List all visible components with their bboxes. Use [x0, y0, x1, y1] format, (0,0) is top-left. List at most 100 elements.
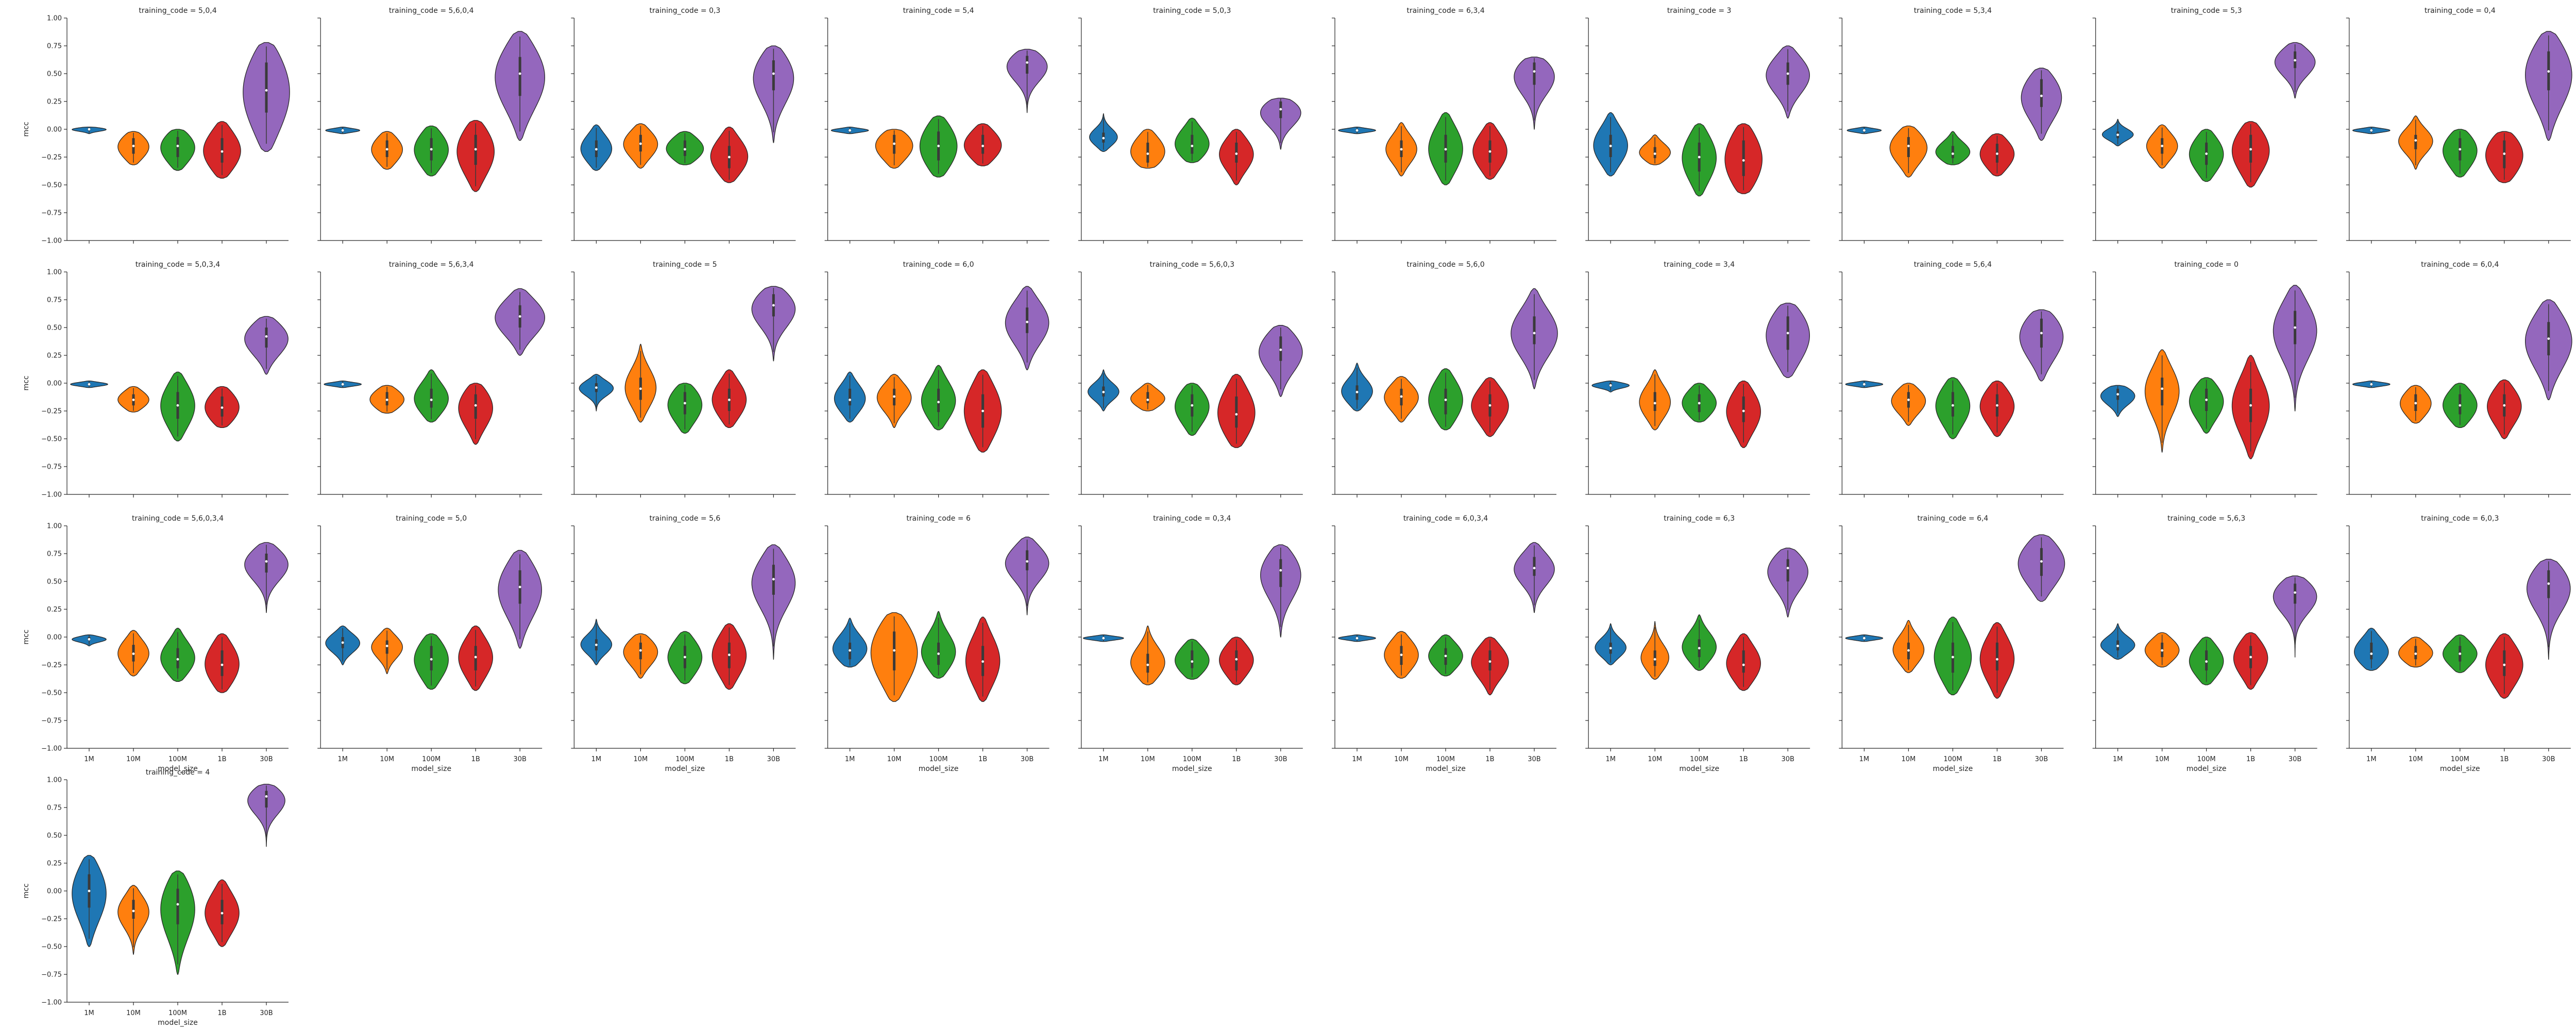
- x-tick-label: 1M: [337, 756, 348, 763]
- violin-1B: [205, 386, 240, 428]
- facet-panel: training_code = 6,0,4: [2346, 261, 2572, 497]
- x-tick-label: 100M: [1436, 756, 1455, 763]
- violin-median: [1907, 399, 1910, 401]
- violin-1B: [456, 120, 495, 192]
- violin-100M: [2443, 634, 2478, 673]
- violin-1M: [1846, 127, 1882, 134]
- violin-1M: [324, 381, 362, 388]
- violin-median: [88, 889, 91, 892]
- y-axis-title: mcc: [22, 375, 30, 390]
- violin-100M: [414, 633, 449, 690]
- facet-panel: training_code = 0: [2092, 261, 2317, 497]
- violin-10M: [1130, 129, 1165, 169]
- violin-30B: [1259, 325, 1303, 397]
- x-tick-label: 100M: [168, 756, 187, 763]
- violin-median: [132, 653, 135, 655]
- violin-median: [1786, 72, 1789, 75]
- violin-1M: [1595, 623, 1626, 665]
- violin-median: [221, 663, 224, 666]
- violin-median: [849, 399, 851, 401]
- x-tick-label: 10M: [2409, 756, 2423, 763]
- violin-median: [1742, 159, 1745, 162]
- x-tick-label: 1M: [591, 756, 602, 763]
- violin-median: [1653, 658, 1656, 661]
- violin-median: [2040, 332, 2043, 335]
- violin-30B: [1260, 544, 1301, 638]
- violin-1B: [710, 127, 749, 183]
- violin-10M: [2398, 115, 2433, 170]
- violin-median: [1952, 152, 1954, 155]
- panel-title: training_code = 5,6,4: [1914, 261, 1992, 269]
- violin-10M: [2144, 632, 2180, 667]
- x-tick-label: 30B: [2035, 756, 2048, 763]
- violin-median: [385, 399, 388, 401]
- violin-median: [1653, 152, 1656, 155]
- x-tick-label: 30B: [260, 756, 273, 763]
- violin-median: [1786, 566, 1789, 570]
- facet-panel: training_code = 5,6,0: [1332, 261, 1558, 497]
- violin-1B: [203, 121, 241, 179]
- violin-30B: [2021, 67, 2062, 141]
- x-tick-label: 1B: [1232, 756, 1241, 763]
- violin-median: [518, 72, 521, 75]
- violin-median: [937, 653, 940, 655]
- violin-median: [1191, 660, 1194, 663]
- x-tick-label: 1M: [84, 1009, 94, 1017]
- y-tick-label: −0.50: [41, 436, 62, 443]
- y-tick-label: 0.50: [47, 578, 62, 586]
- violin-100M: [1175, 117, 1210, 163]
- y-tick-label: 0.75: [47, 297, 62, 304]
- facet-panel: training_code = 5,3,4: [1839, 7, 2064, 244]
- violin-1B: [458, 625, 493, 691]
- violin-median: [518, 315, 521, 318]
- violin-median: [981, 660, 984, 663]
- violin-median: [595, 643, 598, 646]
- violin-median: [937, 401, 940, 404]
- violin-10M: [624, 344, 657, 423]
- y-tick-label: 0.50: [47, 71, 62, 78]
- violin-median: [1355, 129, 1359, 132]
- panel-title: training_code = 6,3,4: [1406, 7, 1484, 15]
- violin-median: [772, 72, 775, 75]
- violin-1B: [205, 879, 240, 947]
- violin-30B: [1514, 56, 1555, 130]
- x-tick-label: 1M: [2113, 756, 2123, 763]
- violin-median: [639, 142, 642, 145]
- violin-1M: [72, 855, 107, 947]
- violin-median: [2414, 139, 2417, 142]
- x-tick-label: 30B: [1021, 756, 1033, 763]
- violin-1M: [1593, 112, 1628, 177]
- violin-median: [1609, 145, 1612, 147]
- violin-median: [2205, 152, 2208, 155]
- x-tick-label: 30B: [1781, 756, 1794, 763]
- violin-median: [221, 406, 224, 409]
- violin-30B: [1511, 288, 1558, 389]
- violin-median: [684, 402, 686, 405]
- panel-title: training_code = 6,0,4: [2421, 261, 2499, 269]
- violin-30B: [2019, 309, 2064, 382]
- violin-1M: [2352, 127, 2391, 134]
- violin-median: [2116, 393, 2119, 396]
- panel-title: training_code = 0: [2174, 261, 2239, 269]
- x-tick-label: 100M: [675, 756, 694, 763]
- violin-1M: [72, 634, 107, 646]
- violin-median: [341, 383, 344, 386]
- violin-1M: [1338, 634, 1376, 642]
- violin-median: [728, 399, 731, 401]
- violin-1B: [711, 369, 747, 428]
- violin-1B: [2233, 632, 2268, 690]
- violin-median: [1996, 404, 1998, 407]
- panel-title: training_code = 5: [653, 261, 717, 269]
- facet-panel: training_code = 6 1M 10M 100M 1B 30B model_siz…: [824, 514, 1049, 773]
- y-tick-label: −0.25: [41, 662, 62, 670]
- violin-median: [1863, 129, 1866, 132]
- violin-1M: [70, 381, 108, 388]
- violin-30B: [2273, 575, 2317, 658]
- x-tick-label: 1B: [2246, 756, 2255, 763]
- panel-title: training_code = 6: [906, 514, 971, 523]
- x-tick-label: 30B: [1528, 756, 1540, 763]
- x-tick-label: 30B: [767, 756, 780, 763]
- violin-1B: [965, 616, 1001, 702]
- x-tick-label: 1B: [1739, 756, 1748, 763]
- y-tick-label: 0.50: [47, 832, 62, 840]
